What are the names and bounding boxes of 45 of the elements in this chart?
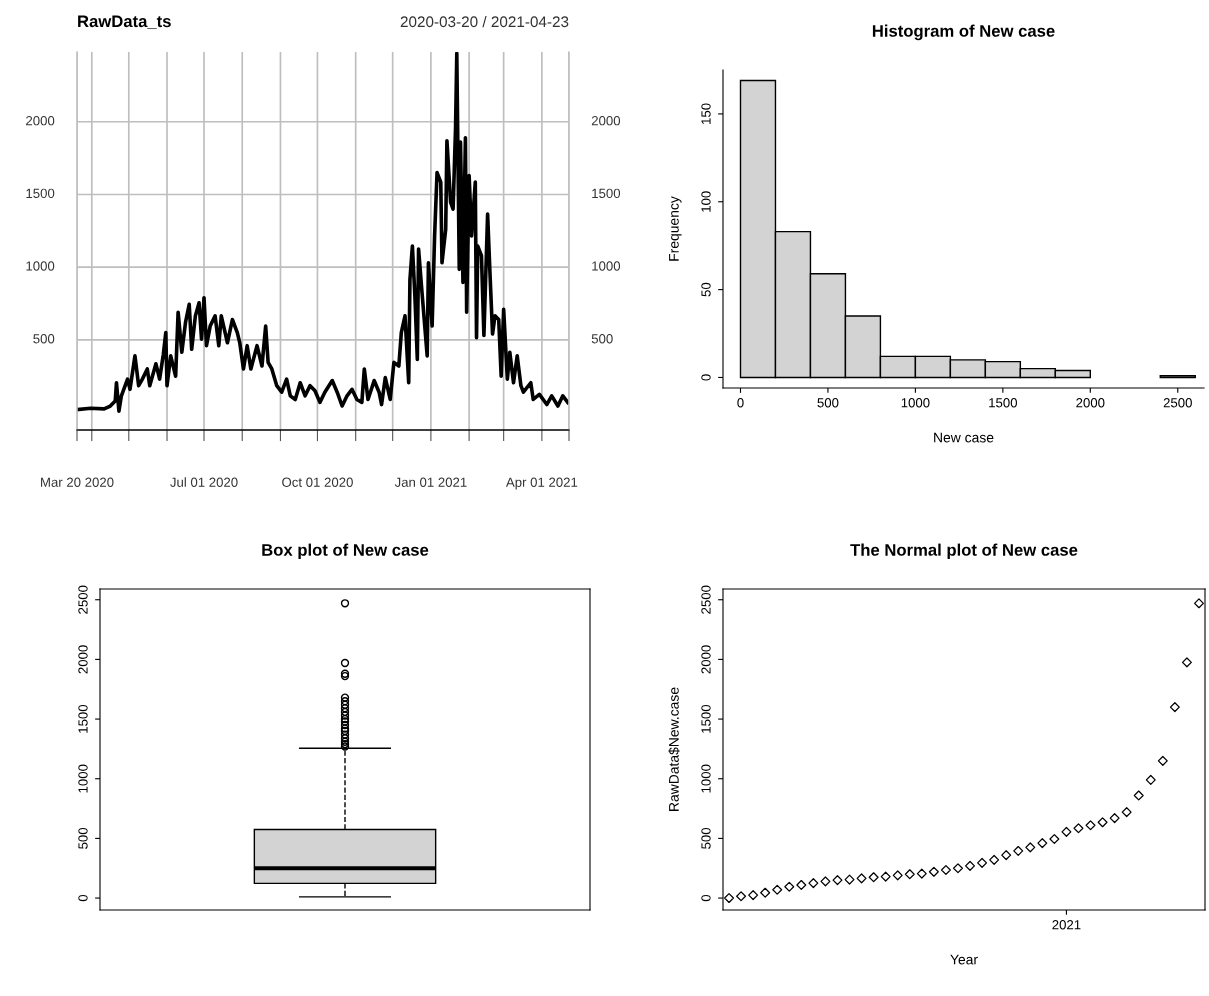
chart-subtitle: 2020-03-20 / 2021-04-23 bbox=[400, 15, 569, 28]
y-tick-label: 500 bbox=[78, 827, 88, 849]
y-tick-label: 1000 bbox=[701, 764, 711, 793]
chart-title: Box plot of New case bbox=[262, 543, 429, 560]
x-tick-label: Apr 01 2021 bbox=[505, 477, 578, 490]
y-tick-label: 1500 bbox=[26, 188, 55, 199]
y-tick-label: 1000 bbox=[78, 764, 88, 793]
chart-title: Histogram of New case bbox=[872, 24, 1055, 41]
y-tick-label: 100 bbox=[701, 191, 711, 212]
y-tick-label: 1000 bbox=[26, 261, 55, 271]
x-tick-label: 2021 bbox=[1052, 920, 1081, 930]
y2-tick-label: 500 bbox=[591, 334, 613, 344]
chart-title: The Normal plot of New case bbox=[850, 543, 1078, 560]
y-tick-label: 0 bbox=[78, 894, 88, 902]
y-tick-label: 2000 bbox=[78, 645, 88, 674]
x-tick-label: Oct 01 2020 bbox=[282, 477, 353, 487]
y2-tick-label: 1500 bbox=[592, 188, 621, 199]
chart-title: RawData_ts bbox=[78, 15, 171, 30]
x-tick-label: 0 bbox=[737, 398, 744, 408]
x-tick-label: 2000 bbox=[1076, 398, 1105, 408]
y2-tick-label: 1000 bbox=[592, 261, 621, 271]
y-axis-title: Frequency bbox=[669, 196, 682, 261]
y-tick-label: 150 bbox=[701, 103, 711, 124]
y-tick-label: 2000 bbox=[701, 645, 711, 674]
x-tick-label: 2500 bbox=[1163, 398, 1192, 408]
x-tick-label: 1500 bbox=[989, 398, 1018, 408]
y2-tick-label: 2000 bbox=[591, 115, 621, 126]
x-tick-label: 1000 bbox=[901, 398, 930, 408]
y-tick-label: 0 bbox=[701, 894, 711, 902]
y-tick-label: 50 bbox=[701, 282, 711, 297]
x-tick-label: Jul 01 2020 bbox=[170, 477, 238, 487]
y-tick-label: 2500 bbox=[701, 585, 711, 614]
x-tick-label: 500 bbox=[817, 398, 839, 408]
y-tick-label: 500 bbox=[33, 334, 55, 344]
x-tick-label: Mar 20 2020 bbox=[41, 477, 114, 487]
y-tick-label: 1500 bbox=[78, 704, 88, 733]
x-axis-title: Year bbox=[950, 954, 978, 965]
x-axis-title: New case bbox=[934, 432, 994, 443]
y-tick-label: 2500 bbox=[78, 585, 88, 614]
y-tick-label: 1500 bbox=[701, 704, 711, 733]
x-tick-label: Jan 01 2021 bbox=[394, 477, 467, 487]
y-tick-label: 500 bbox=[701, 827, 711, 849]
y-tick-label: 0 bbox=[701, 374, 711, 381]
y-tick-label: 2000 bbox=[26, 115, 55, 126]
y-axis-title: RawData$New.case bbox=[668, 687, 680, 811]
